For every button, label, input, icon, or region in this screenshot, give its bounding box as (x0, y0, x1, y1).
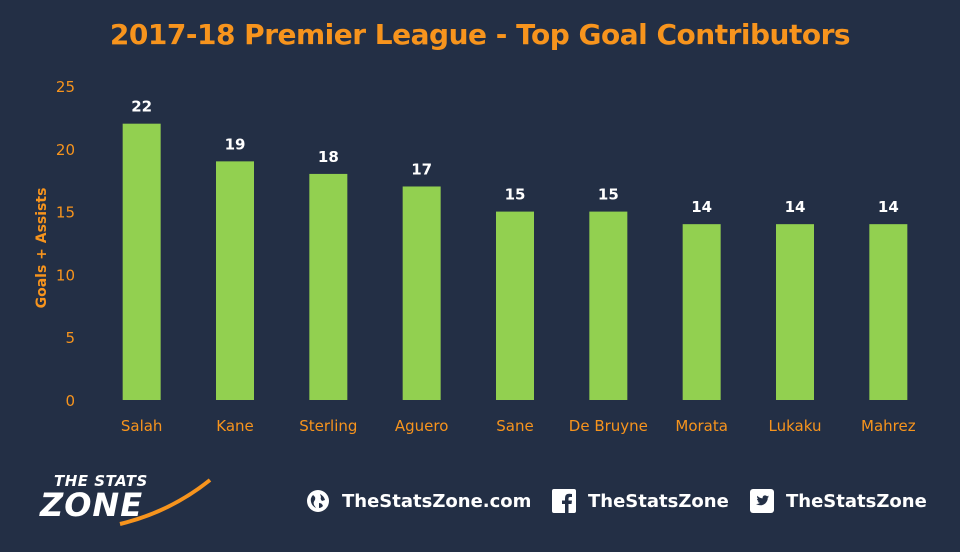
twitter-icon (750, 489, 774, 513)
data-label: 15 (505, 186, 526, 204)
bar-morata (682, 224, 721, 400)
data-label: 18 (318, 148, 339, 166)
bar-salah (122, 123, 161, 401)
data-label: 22 (131, 98, 152, 116)
bar-chart: 0 5 10 15 20 25 Goals + Assists 22 Salah 19 Kane 18… (34, 78, 916, 435)
y-tick-label: 0 (65, 392, 75, 410)
data-label: 14 (878, 198, 899, 216)
data-label: 15 (598, 186, 619, 204)
logo-swoosh-icon (119, 478, 212, 526)
facebook-icon (552, 489, 576, 513)
data-label: 14 (785, 198, 806, 216)
globe-icon (307, 490, 329, 512)
bar-de-bruyne (589, 211, 628, 400)
x-tick-label: Aguero (395, 417, 449, 435)
data-label: 14 (691, 198, 712, 216)
bar-aguero (402, 186, 441, 400)
y-tick-label: 5 (65, 329, 75, 347)
bar-lukaku (776, 224, 814, 400)
facebook-text: TheStatsZone (588, 490, 729, 512)
x-tick-label: De Bruyne (569, 417, 648, 435)
facebook-link[interactable]: TheStatsZone (552, 486, 729, 516)
y-tick-label: 25 (56, 78, 75, 96)
twitter-link[interactable]: TheStatsZone (750, 486, 927, 516)
chart-title: 2017-18 Premier League - Top Goal Contri… (109, 18, 851, 51)
twitter-text: TheStatsZone (786, 490, 927, 512)
y-axis-label: Goals + Assists (34, 188, 50, 309)
data-label: 19 (225, 135, 246, 153)
bar-mahrez (869, 224, 908, 400)
footer: THE STATS ZONE TheStatsZone.com TheStats… (0, 462, 960, 542)
x-tick-label: Kane (216, 417, 254, 435)
bar-sane (496, 211, 534, 400)
logo-top-text: THE STATS (54, 472, 148, 490)
website-link[interactable]: TheStatsZone.com (306, 486, 531, 516)
x-tick-label: Sterling (299, 417, 357, 435)
y-tick-label: 20 (56, 141, 75, 159)
x-tick-label: Salah (121, 417, 163, 435)
x-tick-label: Morata (675, 417, 728, 435)
x-tick-label: Sane (496, 417, 533, 435)
bar-kane (216, 161, 254, 400)
x-tick-label: Lukaku (769, 417, 822, 435)
x-tick-label: Mahrez (861, 417, 916, 435)
bar-sterling (309, 173, 348, 400)
data-label: 17 (411, 160, 432, 178)
stats-zone-logo: THE STATS ZONE (40, 472, 220, 532)
website-text: TheStatsZone.com (342, 490, 532, 512)
y-tick-label: 10 (56, 266, 75, 284)
logo-bottom-text: ZONE (40, 486, 144, 524)
y-tick-label: 15 (56, 204, 75, 222)
